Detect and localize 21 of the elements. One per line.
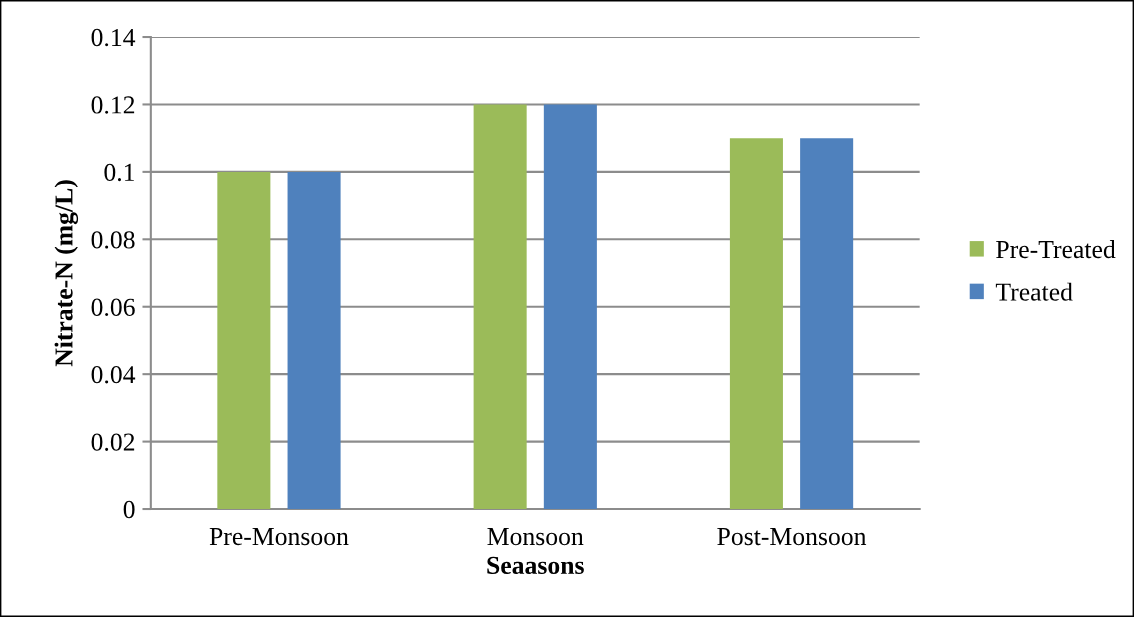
y-tick-label: 0.12 <box>91 96 135 114</box>
y-tick-label: 0.14 <box>91 28 136 47</box>
y-axis-title: Nitrate-N (mg/L) <box>54 180 79 367</box>
x-axis-title: Seaasons <box>487 556 584 575</box>
bar <box>473 104 527 510</box>
bar <box>287 171 341 510</box>
x-tick-label: Post-Monsoon <box>717 528 867 546</box>
y-tick-label: 0.06 <box>91 298 135 317</box>
legend-label: Treated <box>995 282 1073 301</box>
y-tick-label: 0.08 <box>91 231 135 249</box>
bar <box>217 171 271 510</box>
x-tick-label: Pre-Monsoon <box>209 528 349 546</box>
y-tick-label: 0.04 <box>91 365 136 384</box>
bar <box>800 138 854 510</box>
bar <box>543 104 597 510</box>
bar <box>729 138 783 510</box>
y-tick-label: 0.1 <box>104 163 134 182</box>
y-tick-label: 0.02 <box>91 433 135 451</box>
y-tick-label: 0 <box>123 500 135 519</box>
legend-label: Pre-Treated <box>996 240 1116 259</box>
x-tick-label: Monsoon <box>487 528 584 546</box>
